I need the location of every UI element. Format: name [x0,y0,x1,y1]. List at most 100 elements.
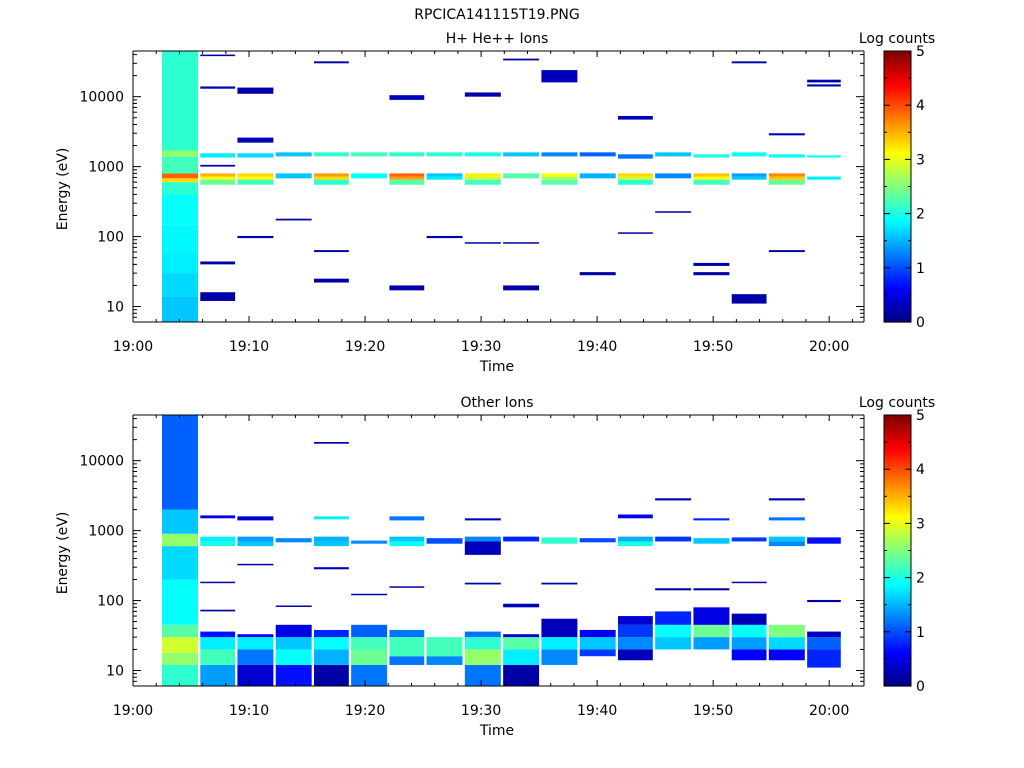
colorbar-segment [884,308,911,312]
heatmap-cell [314,637,349,650]
heatmap-cell [768,133,805,136]
colorbar-segment [884,294,911,299]
heatmap-cell [541,179,578,185]
y-tick-label: 100 [97,594,124,610]
heatmap-cell [807,637,841,650]
colorbar-segment [884,102,911,106]
colorbar-segment [884,509,911,514]
colorbar-segment [884,140,911,144]
heatmap-cell [314,541,349,547]
colorbar-segment [884,493,911,497]
panel-title: Other Ions [460,395,533,411]
heatmap-cell [200,515,236,519]
heatmap-cell [693,624,730,638]
colorbar-segment [884,246,911,250]
heatmap-cell [351,637,388,650]
colorbar-segment [884,270,911,274]
colorbar-segment [884,64,911,68]
colorbar-segment [884,162,911,166]
colorbar-tick-label: 5 [916,408,925,424]
colorbar-segment [884,528,911,533]
colorbar-tick-label: 2 [916,207,925,223]
heatmap-cell [275,637,312,650]
heatmap-cell [655,588,692,591]
colorbar-segment [884,213,911,217]
colorbar-segment [884,442,911,446]
heatmap-cell [693,179,730,185]
colorbar-segment [884,561,911,565]
heatmap-cell [162,415,198,510]
heatmap-cell [162,173,198,179]
colorbar-segment [884,178,911,182]
colorbar-segment [884,629,911,633]
colorbar-segment [884,110,911,114]
colorbar-segment [884,444,911,449]
heatmap-cell [200,153,236,158]
heatmap-cell [768,498,805,501]
colorbar-segment [884,669,911,674]
heatmap-cell [314,250,349,253]
colorbar-segment [884,680,911,684]
heatmap-cell [503,173,540,179]
heatmap-cell [314,649,349,665]
colorbar-segment [884,539,911,543]
heatmap-cell [200,261,236,265]
colorbar-segment [884,83,911,87]
colorbar-segment [884,303,911,307]
heatmap-cell [200,86,236,89]
colorbar-segment [884,455,911,459]
colorbar-segment [884,221,911,226]
colorbar-segment [884,61,911,66]
heatmap-cell [579,538,616,543]
colorbar-segment [884,145,911,150]
y-tick-label: 100 [97,230,124,246]
colorbar-segment [884,292,911,296]
colorbar-segment [884,452,911,457]
colorbar-segment [884,593,911,598]
heatmap-cell [618,176,653,180]
heatmap-cell [541,537,578,544]
heatmap-cell [655,536,692,542]
colorbar-segment [884,496,911,500]
heatmap-cell [200,581,236,584]
heatmap-cell [200,292,236,301]
colorbar-segment [884,305,911,310]
heatmap-cell [237,87,274,94]
heatmap-cell [314,152,349,157]
colorbar-segment [884,431,911,435]
colorbar-segment [884,639,911,644]
colorbar-segment [884,124,911,128]
heatmap-cell [693,538,730,544]
colorbar-segment [884,281,911,285]
heatmap-cell [351,173,388,179]
heatmap-cell [200,176,236,180]
heatmap-cell [200,536,236,542]
heatmap-cell [541,173,578,177]
colorbar-segment [884,170,911,174]
colorbar-segment [884,143,911,147]
x-tick-label: 19:20 [345,703,385,719]
colorbar-segment [884,286,911,291]
heatmap-cell [389,586,425,588]
colorbar-segment [884,675,911,679]
colorbar-segment [884,520,911,524]
heatmap-cell [693,518,730,521]
heatmap-cell [731,637,767,650]
heatmap-cell [426,173,463,177]
colorbar-segment [884,67,911,71]
heatmap-cell [807,599,841,603]
y-axis-label: Energy (eV) [55,512,71,595]
heatmap-cell [237,541,274,547]
colorbar-segment [884,526,911,530]
x-tick-label: 19:10 [229,339,269,355]
colorbar-segment [884,499,911,503]
colorbar-segment [884,645,911,649]
x-tick-label: 19:30 [461,339,501,355]
heatmap-cell [768,541,805,547]
colorbar-segment [884,167,911,171]
heatmap-cell [464,664,501,686]
heatmap-cell [768,179,805,185]
heatmap-cell [351,664,388,686]
heatmap-cell [314,442,349,444]
